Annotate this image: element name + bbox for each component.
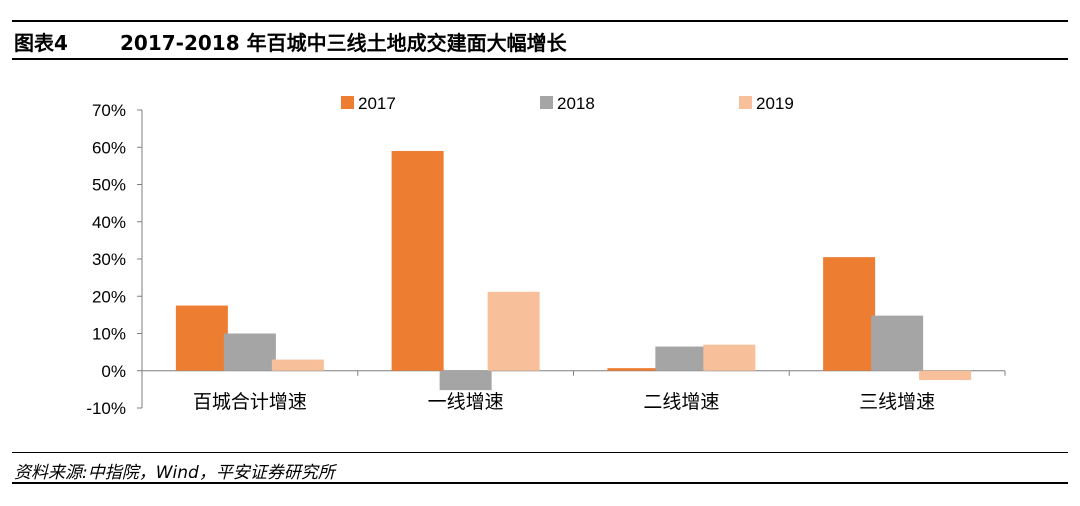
bar-2019-1: [271, 359, 324, 371]
bar-2019-2: [487, 291, 540, 371]
bar-2018-3: [655, 346, 708, 371]
bar-2017-2: [391, 150, 444, 371]
bar-2019-4: [919, 370, 972, 381]
legend-swatch-2018: [540, 96, 553, 109]
x-category-label: 百城合计增速: [193, 391, 307, 413]
bar-chart: -10% 0% 10% 20% 30% 40% 50% 60% 70% 百城合计增速 一线增速 二线增…: [86, 94, 1006, 418]
bar-2018-1: [223, 333, 276, 371]
figure-label: 图表4: [14, 31, 68, 55]
footer-rule-top: [12, 452, 1068, 453]
legend-swatch-2017: [341, 96, 354, 109]
y-tick-label: 70%: [92, 101, 126, 120]
legend-label-2018: 2018: [557, 94, 595, 113]
y-tick-label: 10%: [92, 325, 126, 344]
y-tick-label: 50%: [92, 176, 126, 195]
source-note: 资料来源:中指院，Wind，平安证券研究所: [14, 463, 335, 483]
y-tick-label: 30%: [92, 250, 126, 269]
y-tick-label: -10%: [86, 399, 126, 418]
figure-header: 图表4 2017-2018 年百城中三线土地成交建面大幅增长: [12, 20, 1068, 60]
figure-title: 2017-2018 年百城中三线土地成交建面大幅增长: [120, 31, 567, 55]
y-tick-label: 0%: [101, 362, 126, 381]
figure-footer: 资料来源:中指院，Wind，平安证券研究所: [12, 452, 1068, 484]
y-tick-label: 40%: [92, 213, 126, 232]
footer-rule-bottom: [12, 482, 1068, 484]
x-category-label: 一线增速: [428, 391, 504, 413]
bar-2019-3: [703, 344, 756, 371]
header-rule-bottom: [12, 58, 1068, 60]
legend-swatch-2019: [739, 96, 752, 109]
legend-label-2017: 2017: [358, 94, 396, 113]
bar-2017-4: [823, 257, 876, 371]
bar-2018-4: [871, 315, 924, 371]
legend-label-2019: 2019: [756, 94, 794, 113]
bar-2017-3: [607, 368, 660, 371]
y-tick-label: 20%: [92, 287, 126, 306]
header-rule-top: [12, 20, 1068, 22]
x-category-label: 二线增速: [643, 391, 719, 413]
x-category-label: 三线增速: [859, 391, 935, 413]
bar-2018-2: [439, 370, 492, 391]
bar-2017-1: [175, 305, 228, 371]
y-tick-label: 60%: [92, 138, 126, 157]
